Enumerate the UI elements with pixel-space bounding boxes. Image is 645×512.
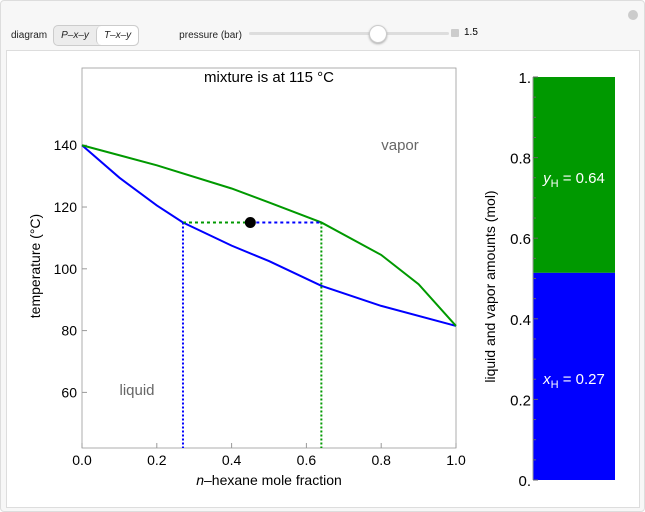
- diagram-toggle[interactable]: P–x–y T–x–y: [53, 25, 140, 46]
- slider-knob[interactable]: [369, 25, 387, 43]
- dew-curve: [81, 144, 457, 327]
- y-tick-label: 80: [61, 323, 77, 339]
- pressure-label: pressure (bar): [179, 30, 242, 41]
- x-tick-label: 0.6: [297, 452, 317, 468]
- pressure-slider[interactable]: [249, 25, 449, 43]
- bar-axis-label: liquid and vapor amounts (mol): [482, 190, 498, 382]
- y-tick-label: 120: [54, 199, 78, 215]
- vapor-bar: [533, 77, 615, 273]
- bar-tick-label: 1.: [518, 70, 531, 87]
- x-tick-label: 0.2: [147, 452, 167, 468]
- x-tick-label: 0.4: [222, 452, 242, 468]
- bubble-curve: [81, 144, 457, 327]
- bar-tick-label: 0.4: [510, 312, 531, 329]
- expand-plus-icon[interactable]: [451, 29, 459, 37]
- x-tick-label: 0.0: [72, 452, 92, 468]
- y-tick-label: 60: [61, 384, 77, 400]
- diagram-control: diagram P–x–y T–x–y pressure (bar): [11, 25, 242, 46]
- x-axis-label: n–hexane mole fraction: [196, 472, 342, 488]
- options-icon[interactable]: [628, 10, 638, 20]
- diagram-label: diagram: [11, 30, 48, 41]
- liquid-region-label: liquid: [119, 382, 154, 399]
- pressure-value: 1.5: [464, 27, 478, 38]
- liquid-composition-label: xH = 0.27: [542, 371, 605, 391]
- bar-tick-label: 0.: [518, 473, 531, 490]
- vapor-region-label: vapor: [381, 137, 419, 154]
- x-tick-label: 1.0: [446, 452, 466, 468]
- y-tick-label: 100: [54, 261, 78, 277]
- bar-tick-label: 0.2: [510, 392, 531, 409]
- liquid-bar: [533, 272, 615, 480]
- bar-tick-label: 0.8: [510, 151, 531, 168]
- plot-frame: [81, 67, 457, 449]
- option-txy[interactable]: T–x–y: [95, 26, 139, 45]
- y-tick-label: 140: [54, 137, 78, 153]
- mixture-point: [244, 216, 256, 228]
- bar-tick-label: 0.6: [510, 231, 531, 248]
- option-pxy[interactable]: P–x–y: [61, 30, 89, 41]
- vapor-composition-label: yH = 0.64: [542, 170, 605, 190]
- chart-title: mixture is at 115 °C: [204, 69, 334, 86]
- x-tick-label: 0.8: [371, 452, 391, 468]
- y-axis-label: temperature (°C): [27, 214, 43, 318]
